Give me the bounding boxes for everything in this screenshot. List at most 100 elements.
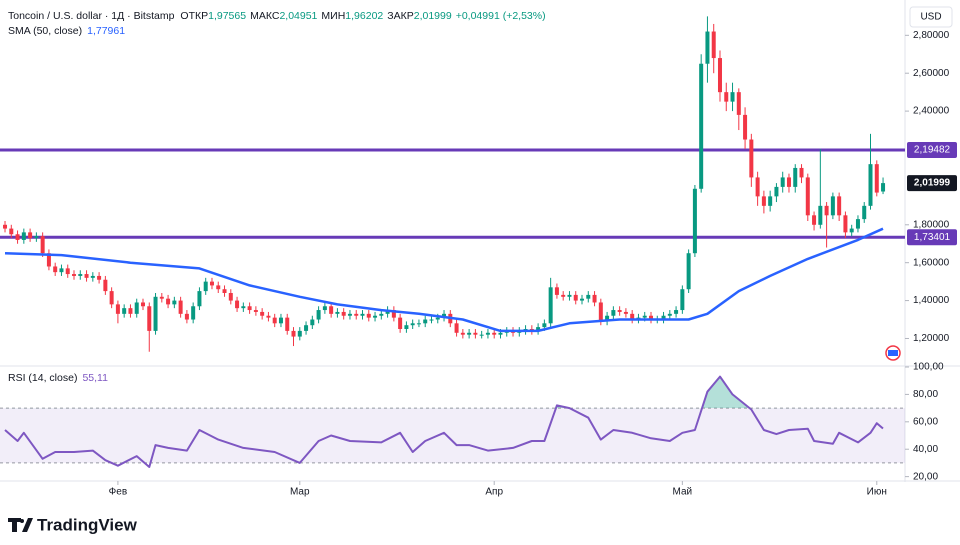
candle-body [272,317,277,324]
candle-body [874,164,879,193]
rsi-legend: RSI (14, close) 55,11 [8,372,108,384]
candle-body [711,31,716,59]
sma-name: SMA (50, close) [8,25,82,37]
candle-body [536,327,541,331]
candle-body [410,323,415,326]
candle-body [84,274,89,278]
candle-body [235,300,240,309]
candle-body [580,298,585,301]
candle-body [435,317,440,320]
open-label: ОТКР [180,10,208,22]
x-tick-label: Апр [485,487,503,498]
candle-body [379,313,384,316]
candle-body [830,196,835,216]
chart-header: Toncoin / U.S. dollar · 1Д · Bitstamp ОТК… [8,10,546,22]
candle-body [768,196,773,206]
candle-body [755,177,760,197]
candle-body [598,302,603,322]
candle-body [498,332,503,335]
candle-body [423,319,428,324]
candle-body [824,205,829,216]
candle-body [46,253,51,267]
candle-body [749,139,754,178]
candle-body [567,294,572,297]
main-pane: 2,80000 2,60000 2,40000 1,80000 1,60000 1,400… [0,16,957,352]
candle-body [59,268,64,273]
x-tick-label: Фев [109,487,127,498]
sma-value: 1,77961 [87,25,125,37]
candle-body [648,315,653,320]
candle-body [592,294,597,303]
candle-body [172,300,177,305]
candle-body [222,289,227,293]
candle-body [184,313,189,320]
candle-body [479,334,484,336]
candle-body [605,315,610,322]
candle-body [134,302,139,314]
currency[interactable]: USD [920,12,941,23]
candle-body [642,315,647,318]
candle-body [40,236,45,254]
level-badge [907,141,957,158]
candle-body [147,306,152,331]
candle-body [354,313,359,316]
last-price-badge [907,175,957,192]
candle-body [467,332,472,335]
candle-body [216,285,221,290]
candle-body [692,188,697,254]
y-tick-label: 1,40000 [913,295,950,306]
rsi-pane: 100,00 80,00 60,00 40,00 20,00 [0,362,944,482]
candle-body [818,205,823,225]
candle-body [335,311,340,314]
level-badge [907,229,957,246]
y-tick-label: 2,80000 [913,30,950,41]
candle-body [266,315,271,318]
candle-body [586,294,591,299]
candle-body [799,167,804,178]
candle-body [554,287,559,295]
flag-icon [885,345,901,361]
sma-legend: SMA (50, close) 1,77961 [8,25,125,37]
rsi-name: RSI (14, close) [8,372,77,384]
candle-body [3,224,8,229]
level-label: 2,19482 [914,145,951,156]
y-tick-label: 2,40000 [913,106,950,117]
candle-body [812,215,817,225]
candle-body [203,281,208,292]
candle-body [617,310,622,312]
close-label: ЗАКР [387,10,413,22]
last-price-label: 2,01999 [914,178,951,189]
candle-body [661,315,666,320]
candle-body [849,228,854,233]
candle-body [241,306,246,309]
candle-body [260,311,265,316]
currency-button[interactable] [909,6,953,28]
candle-body [304,325,309,331]
candle-body [140,302,145,307]
candle-body [837,196,842,216]
candle-body [329,306,334,314]
candle-body [109,291,114,305]
candle-body [862,205,867,220]
candle-body [21,232,26,240]
candle-body [705,31,710,64]
rsi-y-tick-label: 60,00 [913,416,938,427]
candle-body [65,268,70,275]
candle-body [373,315,378,318]
candle-body [630,313,635,320]
candle-body [743,114,748,140]
level-label: 1,73401 [914,232,951,243]
candle-body [191,306,196,320]
candle-body [786,177,791,187]
candle-body [209,281,214,286]
candle-body [297,330,302,337]
brand: TradingView [37,515,138,534]
candle-body [442,313,447,318]
candle-body [122,308,127,314]
candle-body [686,253,691,290]
candle-body [736,92,741,115]
candle-body [761,196,766,206]
candle-body [78,274,83,276]
